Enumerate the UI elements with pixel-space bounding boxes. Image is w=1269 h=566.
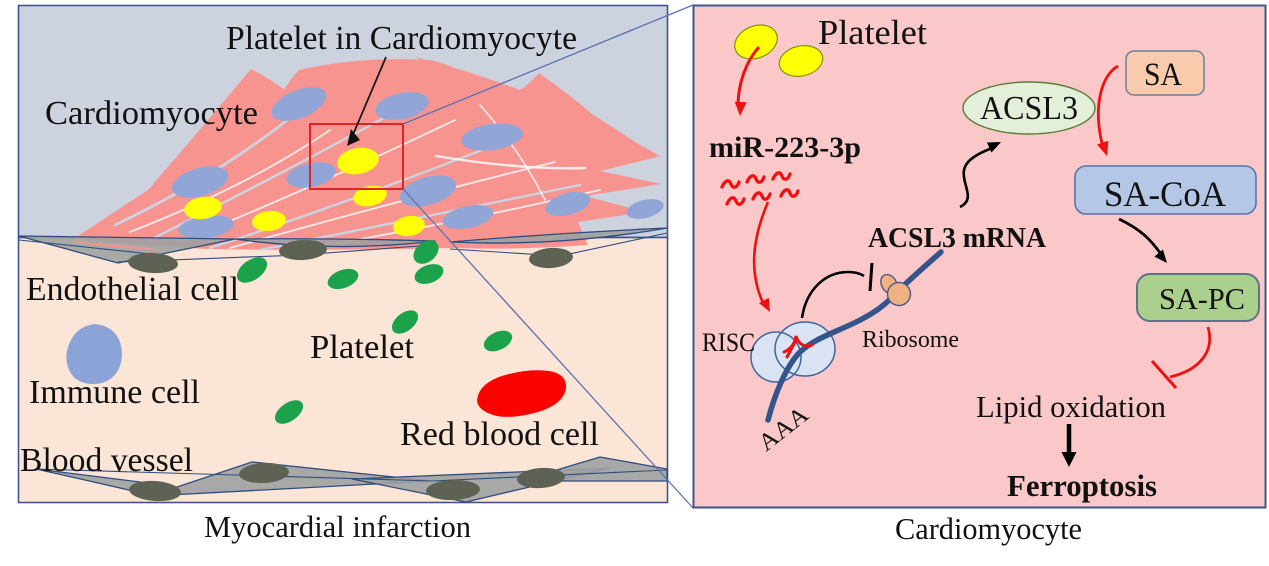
svg-text:SA-PC: SA-PC (1159, 281, 1245, 316)
svg-text:ACSL3 mRNA: ACSL3 mRNA (868, 223, 1047, 254)
svg-text:Myocardial infarction: Myocardial infarction (204, 509, 471, 544)
svg-text:Red blood cell: Red blood cell (400, 416, 599, 453)
svg-text:Ferroptosis: Ferroptosis (1007, 468, 1157, 503)
svg-text:SA: SA (1144, 57, 1182, 93)
svg-text:Platelet: Platelet (310, 329, 415, 366)
svg-text:Ribosome: Ribosome (862, 327, 959, 353)
svg-text:Blood vessel: Blood vessel (20, 442, 193, 479)
svg-text:Cardiomyocyte: Cardiomyocyte (45, 95, 258, 132)
svg-text:RISC: RISC (702, 328, 755, 357)
svg-text:Platelet in Cardiomyocyte: Platelet in Cardiomyocyte (226, 20, 577, 57)
svg-text:miR-223-3p: miR-223-3p (709, 131, 861, 164)
svg-text:Immune cell: Immune cell (29, 374, 200, 411)
svg-text:Lipid oxidation: Lipid oxidation (976, 389, 1166, 424)
svg-text:Cardiomyocyte: Cardiomyocyte (895, 511, 1082, 546)
svg-text:Platelet: Platelet (818, 13, 927, 52)
svg-text:SA-CoA: SA-CoA (1104, 174, 1226, 214)
svg-text:Endothelial cell: Endothelial cell (26, 271, 239, 308)
svg-text:ACSL3: ACSL3 (980, 90, 1078, 127)
